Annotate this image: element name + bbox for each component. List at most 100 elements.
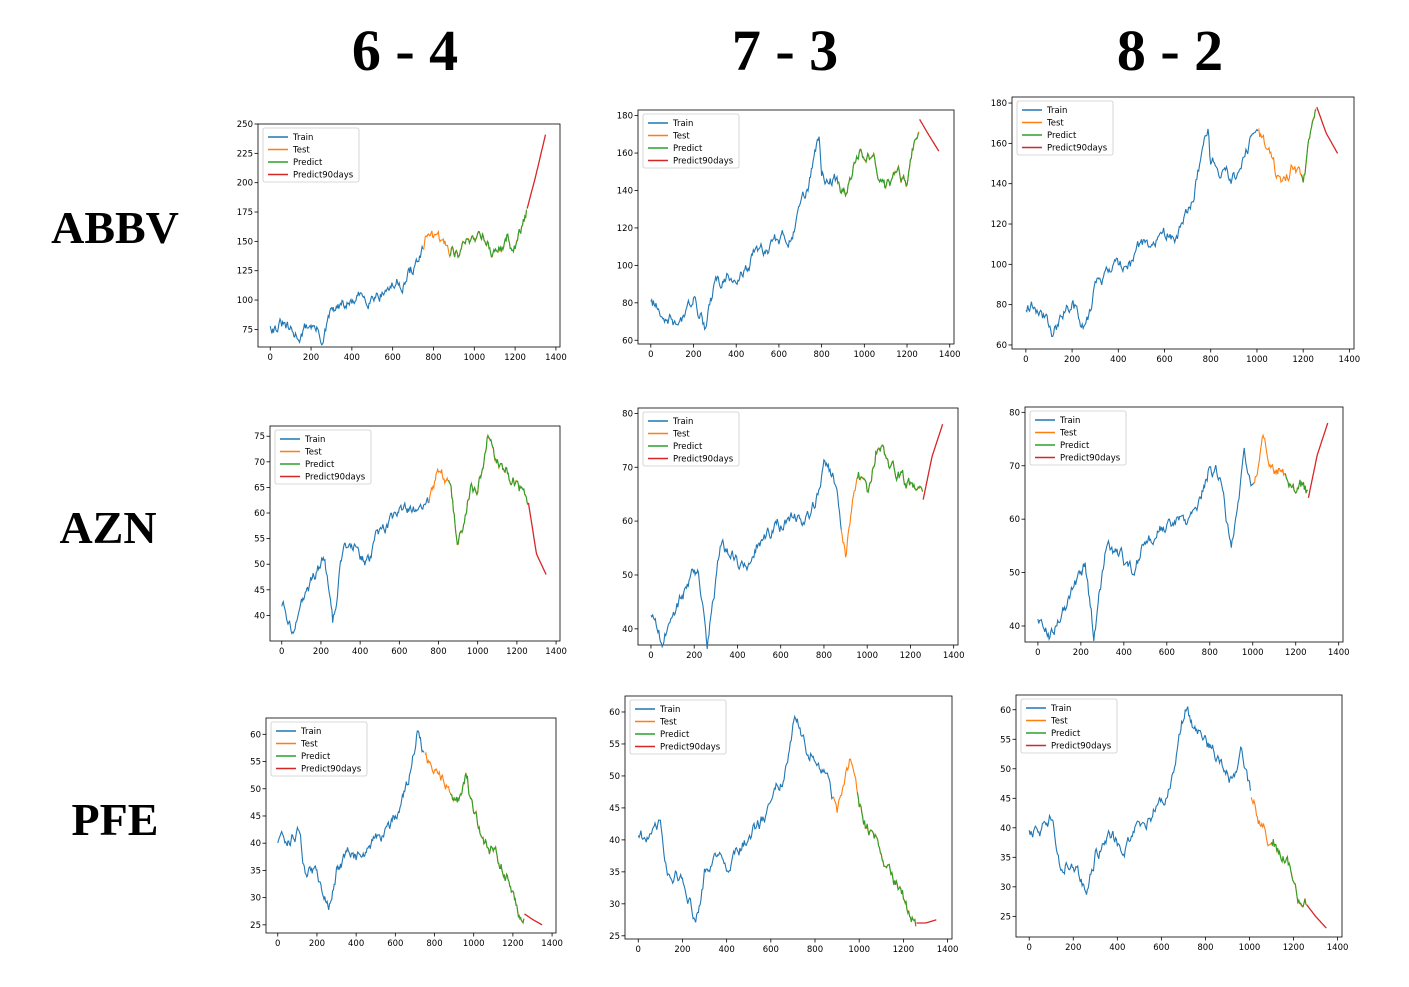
x-tick-label: 400: [729, 651, 745, 661]
legend-label: Test: [672, 132, 690, 142]
legend: Train Test Predict Predict90days: [629, 699, 727, 755]
y-tick-label: 160: [991, 139, 1007, 149]
x-tick-label: 1000: [1242, 648, 1264, 658]
predict90days-series-line: [526, 134, 547, 209]
y-tick-label: 45: [254, 586, 265, 596]
x-tick-label: 0: [648, 651, 653, 661]
x-tick-label: 400: [1116, 648, 1132, 658]
legend-label: Train: [1050, 704, 1071, 714]
y-tick-label: 50: [1000, 765, 1011, 775]
column-header-8-2: 8 - 2: [1116, 18, 1224, 83]
x-tick-label: 1200: [1292, 355, 1314, 365]
x-tick-label: 0: [275, 939, 280, 949]
y-tick-label: 80: [622, 299, 633, 309]
chart-azn-8-2: 0 200 400 600 800 1000 1200 1400 40 50 60 70 80 Train…: [1009, 406, 1350, 658]
x-tick-label: 600: [1153, 943, 1169, 953]
x-tick-label: 1200: [502, 939, 524, 949]
x-tick-label: 800: [1203, 355, 1219, 365]
x-tick-label: 0: [279, 647, 284, 657]
x-tick-label: 1000: [856, 651, 878, 661]
legend-box: [1029, 410, 1127, 466]
legend-label: Predict90days: [1051, 742, 1112, 752]
x-tick-label: 800: [1197, 943, 1213, 953]
train-series-line: [650, 136, 840, 331]
y-tick-label: 250: [237, 120, 253, 130]
y-tick-label: 140: [617, 186, 633, 196]
y-tick-label: 50: [1009, 569, 1020, 579]
x-tick-label: 600: [763, 945, 779, 955]
y-tick-label: 80: [1009, 408, 1020, 418]
y-tick-label: 150: [237, 237, 253, 247]
predict90days-series-line: [527, 502, 547, 575]
y-tick-label: 50: [250, 785, 261, 795]
y-tick-label: 45: [609, 804, 620, 814]
x-tick-label: 1400: [937, 945, 959, 955]
x-tick-label: 600: [1159, 648, 1175, 658]
x-tick-label: 0: [648, 350, 653, 360]
legend: Train Test Predict Predict90days: [262, 127, 360, 183]
y-tick-label: 140: [991, 180, 1007, 190]
y-tick-label: 160: [617, 149, 633, 159]
x-tick-label: 200: [1064, 355, 1080, 365]
x-tick-label: 800: [430, 647, 446, 657]
y-tick-label: 35: [609, 868, 620, 878]
x-tick-label: 200: [685, 350, 701, 360]
y-tick-label: 55: [250, 758, 261, 768]
y-tick-label: 60: [996, 341, 1007, 351]
x-tick-label: 400: [728, 350, 744, 360]
chart-abbv-8-2: 0 200 400 600 800 1000 1200 1400 60 80 100 120 140 16…: [991, 96, 1360, 365]
legend-label: Test: [1059, 429, 1077, 439]
x-tick-label: 1400: [939, 350, 961, 360]
y-tick-label: 50: [609, 772, 620, 782]
legend-box: [642, 411, 740, 467]
x-tick-label: 800: [814, 350, 830, 360]
predict-series-line: [1270, 839, 1307, 908]
row-header-azn: AZN: [59, 502, 157, 553]
legend-label: Predict90days: [305, 473, 366, 483]
chart-azn-7-3: 0 200 400 600 800 1000 1200 1400 40 50 60 70 80 Train…: [622, 407, 964, 661]
x-tick-label: 200: [674, 945, 690, 955]
legend-box: [629, 699, 727, 755]
y-tick-label: 70: [1009, 462, 1020, 472]
y-tick-label: 60: [254, 509, 265, 519]
predict-series-line: [1284, 473, 1308, 494]
train-series-line: [277, 730, 425, 911]
y-tick-label: 75: [242, 325, 253, 335]
predict-series-line: [449, 210, 528, 259]
y-tick-label: 80: [622, 409, 633, 419]
y-tick-label: 70: [622, 463, 633, 473]
legend-label: Train: [1046, 106, 1067, 116]
legend: Train Test Predict Predict90days: [642, 411, 740, 467]
x-tick-label: 1200: [1285, 648, 1307, 658]
legend-box: [1020, 698, 1118, 754]
legend-label: Predict: [673, 144, 703, 154]
x-tick-label: 400: [348, 939, 364, 949]
y-tick-label: 60: [609, 708, 620, 718]
x-tick-label: 1400: [545, 647, 567, 657]
y-tick-label: 40: [250, 839, 261, 849]
x-tick-label: 1200: [506, 647, 528, 657]
y-tick-label: 120: [991, 220, 1007, 230]
y-tick-label: 175: [237, 208, 253, 218]
predict90days-series-line: [1307, 422, 1329, 498]
legend-label: Test: [1046, 119, 1064, 129]
y-tick-label: 80: [996, 301, 1007, 311]
x-tick-label: 1200: [1283, 943, 1305, 953]
x-tick-label: 600: [385, 353, 401, 363]
train-series-line: [1037, 447, 1255, 642]
legend: Train Test Predict Predict90days: [1029, 410, 1127, 466]
y-tick-label: 40: [254, 611, 265, 621]
x-tick-label: 800: [425, 353, 441, 363]
x-tick-label: 200: [303, 353, 319, 363]
legend-box: [274, 429, 372, 485]
y-tick-label: 30: [1000, 883, 1011, 893]
x-tick-label: 1000: [463, 939, 485, 949]
y-tick-label: 100: [237, 296, 253, 306]
x-tick-label: 600: [391, 647, 407, 657]
legend-label: Predict90days: [673, 157, 734, 167]
y-tick-label: 25: [250, 921, 261, 931]
x-tick-label: 400: [719, 945, 735, 955]
y-tick-label: 125: [237, 267, 253, 277]
x-tick-label: 1000: [1246, 355, 1268, 365]
legend-label: Test: [1050, 717, 1068, 727]
